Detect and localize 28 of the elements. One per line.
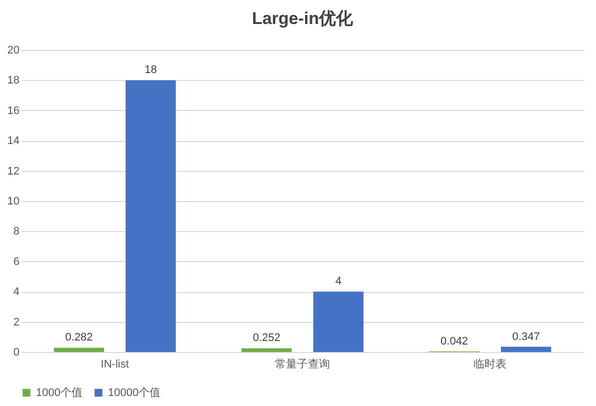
data-label: 0.042 [440, 335, 468, 348]
data-label: 4 [335, 276, 342, 288]
y-tick-label: 20 [7, 44, 20, 56]
legend-label: 10000个值 [108, 386, 161, 399]
bar [500, 346, 552, 352]
data-label: 18 [144, 64, 157, 76]
y-tick-label: 2 [13, 316, 20, 328]
y-tick-label: 0 [13, 346, 20, 358]
x-tick-label: IN-list [100, 358, 129, 370]
x-tick-label: 临时表 [474, 358, 507, 370]
legend-label: 1000个值 [36, 386, 82, 399]
data-label: 0.252 [252, 332, 280, 344]
bar [54, 348, 104, 352]
y-tick-label: 8 [13, 226, 20, 238]
bar [242, 348, 292, 352]
y-tick-label: 14 [7, 135, 20, 148]
y-tick-label: 12 [7, 165, 20, 178]
data-label: 0.282 [65, 332, 93, 344]
data-label: 0.347 [512, 330, 540, 343]
x-tick-label: 常量子查询 [275, 358, 330, 370]
bar [126, 80, 176, 352]
y-tick-label: 4 [13, 286, 20, 298]
y-tick-label: 16 [7, 104, 20, 117]
chart-title: Large-in优化 [252, 9, 354, 28]
y-tick-label: 18 [7, 74, 20, 87]
y-tick-label: 6 [13, 256, 20, 268]
bar [313, 292, 364, 352]
y-tick-label: 10 [7, 196, 20, 208]
